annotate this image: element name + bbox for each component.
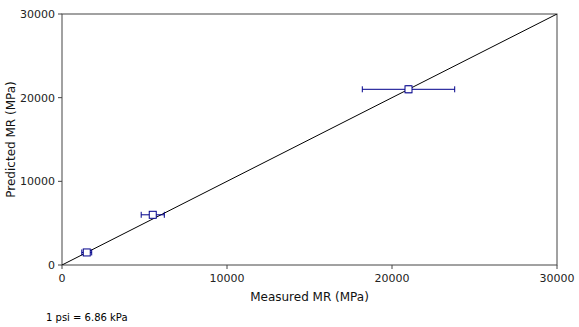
x-tick [557,265,558,269]
x-tick-label: 0 [59,272,66,285]
x-tick [62,265,63,269]
y-tick-label: 30000 [20,8,55,21]
x-tick [392,265,393,269]
y-tick-label: 20000 [20,92,55,105]
point [405,86,412,93]
x-error-cap [454,86,455,92]
x-tick-label: 20000 [375,272,410,285]
x-error-bar [82,249,92,255]
line-of-equality [62,14,557,265]
x-error-cap [91,249,92,255]
y-tick [58,181,62,182]
y-tick [58,265,62,266]
x-tick [227,265,228,269]
y-axis-label: Predicted MR (MPa) [4,81,18,197]
y-tick-label: 0 [48,259,55,272]
x-tick-label: 10000 [210,272,245,285]
x-axis-label: Measured MR (MPa) [250,290,369,304]
x-tick-label: 30000 [540,272,575,285]
point [149,211,156,218]
x-error-bar [141,212,164,218]
footnote: 1 psi = 6.86 kPa [46,312,128,323]
plot-marks [62,14,557,265]
x-error-cap [141,212,142,218]
y-tick [58,14,62,15]
y-tick [58,97,62,98]
chart: 0 10000 20000 30000 0 10000 20000 30000 Measured… [0,0,579,327]
x-error-bar [362,86,454,92]
y-tick-label: 10000 [20,175,55,188]
point [83,249,90,256]
plot-frame [62,14,557,265]
y-error-bar [406,86,412,93]
x-error-cap [81,249,82,255]
x-error-cap [164,212,165,218]
x-error-cap [362,86,363,92]
